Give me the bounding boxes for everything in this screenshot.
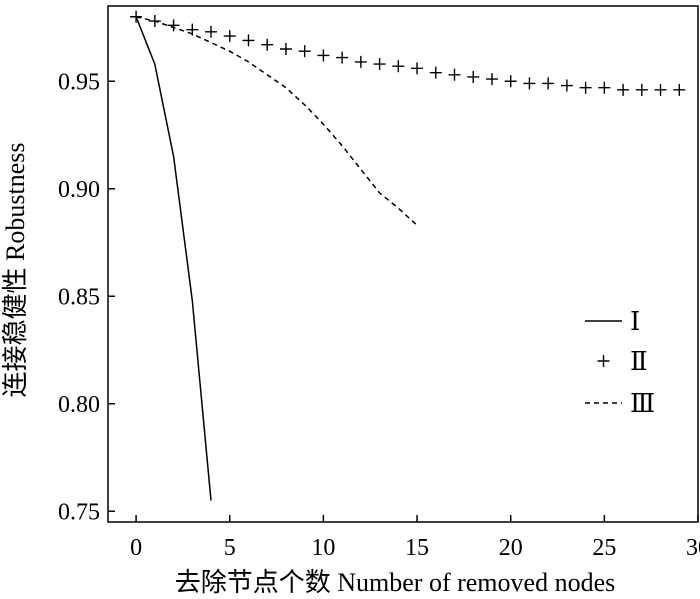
- series-ii-point: [411, 62, 424, 75]
- y-axis-ticks: 0.75 0.80 0.85 0.90 0.95: [58, 69, 115, 525]
- y-tick-label: 0.75: [58, 499, 100, 525]
- series-iii-line: [135, 16, 418, 226]
- x-tick-label: 30: [686, 535, 700, 561]
- plot-frame: [107, 5, 699, 523]
- series-ii-point: [298, 45, 311, 58]
- legend-label: Ⅰ: [630, 307, 640, 336]
- series-ii-point: [205, 25, 218, 38]
- series-ii-markers: [130, 10, 686, 96]
- series-ii-point: [429, 66, 442, 79]
- series-ii-point: [542, 77, 555, 90]
- series-i-line: [135, 16, 212, 501]
- y-tick-label: 0.95: [58, 69, 100, 95]
- series-ii-point: [504, 75, 517, 88]
- legend-label: Ⅱ: [630, 347, 648, 376]
- legend-marker-ii: [597, 355, 610, 367]
- series-ii-point: [336, 51, 349, 64]
- series-layer: [130, 10, 686, 501]
- series-ii-point: [373, 58, 386, 71]
- x-axis-title: 去除节点个数 Number of removed nodes: [175, 568, 615, 597]
- series-ii-point: [130, 10, 143, 23]
- x-tick-label: 20: [499, 535, 523, 561]
- x-tick-label: 15: [405, 535, 429, 561]
- y-tick-label: 0.80: [58, 392, 100, 418]
- legend-label: Ⅲ: [630, 389, 655, 418]
- series-ii-point: [261, 38, 274, 51]
- x-tick-label: 25: [592, 535, 616, 561]
- series-ii-point: [317, 49, 330, 62]
- legend: Ⅰ Ⅱ Ⅲ: [585, 307, 655, 418]
- series-ii-point: [673, 83, 686, 96]
- series-ii-point: [223, 30, 236, 43]
- y-axis-title: 连接稳健性 Robustness: [1, 143, 30, 398]
- series-ii-point: [635, 83, 648, 96]
- series-ii-point: [279, 43, 292, 55]
- series-ii-point: [167, 19, 180, 32]
- x-tick-label: 0: [130, 535, 142, 561]
- series-ii-point: [448, 68, 461, 81]
- y-tick-label: 0.85: [58, 284, 100, 310]
- series-ii-point: [354, 55, 367, 68]
- series-ii-point: [467, 70, 480, 83]
- x-tick-label: 10: [311, 535, 335, 561]
- series-ii-point: [654, 83, 667, 96]
- series-ii-point: [560, 79, 573, 92]
- series-ii-point: [523, 77, 536, 90]
- series-ii-point: [598, 81, 611, 94]
- x-tick-label: 5: [224, 535, 236, 561]
- series-ii-point: [485, 73, 498, 86]
- y-tick-label: 0.90: [58, 177, 100, 203]
- series-ii-point: [579, 81, 592, 94]
- series-ii-point: [617, 83, 630, 96]
- series-ii-point: [242, 34, 255, 47]
- x-axis-ticks: 0 5 10 15 20 25 30: [130, 515, 700, 561]
- series-ii-point: [392, 60, 405, 73]
